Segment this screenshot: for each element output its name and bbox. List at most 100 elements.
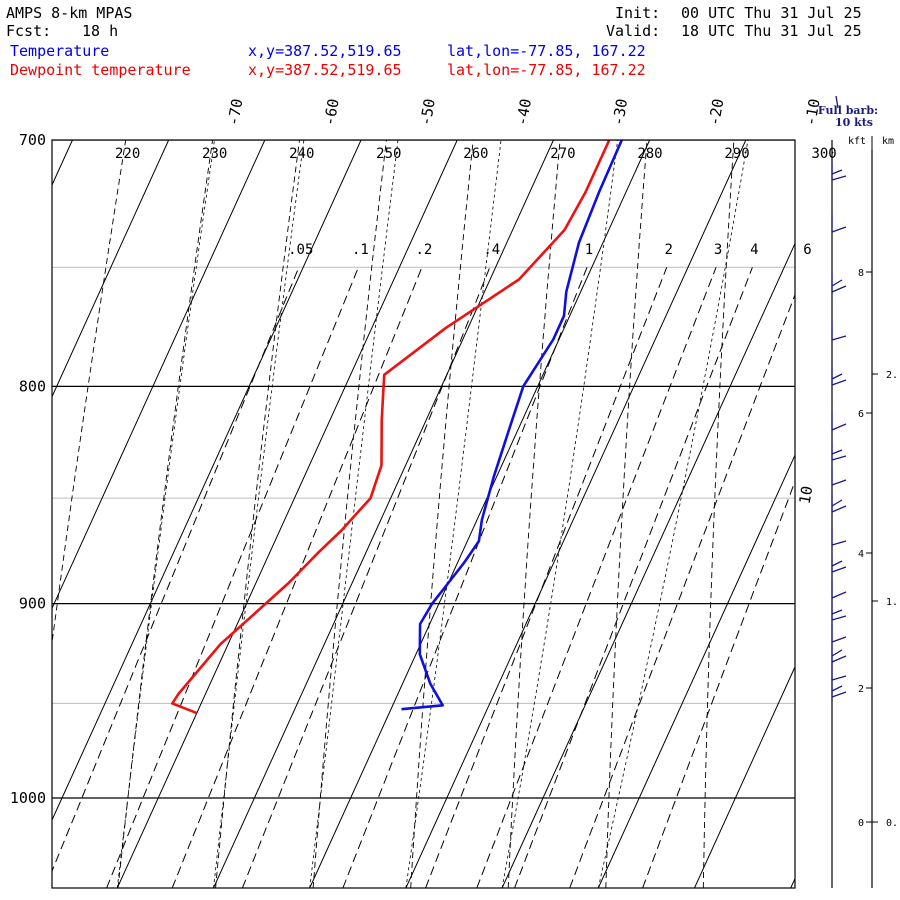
moist-adiabat-line bbox=[405, 140, 502, 888]
wind-barb bbox=[831, 467, 847, 486]
wind-barb bbox=[831, 662, 847, 681]
temperature-tick-label: -60 bbox=[320, 97, 342, 127]
temperature-tick-label: -50 bbox=[416, 97, 438, 127]
temperature-tick-label: -30 bbox=[609, 97, 631, 127]
theta-label: 260 bbox=[463, 146, 488, 162]
kft-tick-label: 8 bbox=[858, 268, 864, 279]
isotherm-line bbox=[887, 140, 900, 888]
wind-barb bbox=[831, 162, 847, 181]
mixing-ratio-edge-label: 10 bbox=[796, 485, 817, 506]
init-value: 00 UTC Thu 31 Jul 25 bbox=[681, 4, 862, 22]
km-tick-label: 2. bbox=[886, 370, 898, 381]
dry-adiabat-line bbox=[0, 114, 43, 889]
kft-tick-label: 6 bbox=[858, 409, 864, 420]
moist-adiabat-line bbox=[501, 140, 619, 888]
pressure-tick-label: 800 bbox=[19, 377, 46, 395]
temperature-tick-label: -40 bbox=[513, 97, 535, 127]
dewpoint-profile bbox=[171, 140, 611, 715]
dry-adiabat-line bbox=[507, 140, 561, 888]
dry-adiabat-line bbox=[702, 140, 735, 888]
init-label: Init: bbox=[615, 4, 661, 22]
legend-temperature-xy: x,y=387.52,519.65 bbox=[248, 42, 402, 60]
plot-frame bbox=[51, 139, 796, 889]
full-barb-marker bbox=[835, 95, 839, 109]
wind-barb bbox=[831, 412, 847, 431]
mixing-ratio-line bbox=[642, 479, 795, 888]
moist-adiabat-line bbox=[213, 140, 305, 888]
temperature-tick-label: -70 bbox=[224, 97, 246, 127]
mixing-ratio-label: 2 bbox=[664, 242, 672, 258]
moist-adiabat-line bbox=[597, 140, 749, 888]
isotherm-line bbox=[213, 140, 554, 888]
isotherm-line bbox=[52, 140, 266, 610]
isotherm-line bbox=[309, 140, 651, 888]
wind-barb bbox=[831, 442, 847, 461]
wind-barb bbox=[831, 624, 847, 643]
wind-barb bbox=[831, 644, 847, 663]
valid-value: 18 UTC Thu 31 Jul 25 bbox=[681, 22, 862, 40]
kft-tick-label: 0 bbox=[858, 818, 864, 829]
temperature-tick-label: -20 bbox=[705, 97, 727, 127]
isotherm-line bbox=[694, 665, 795, 888]
legend-dewpoint-latlon: lat,lon=-77.85, 167.22 bbox=[447, 61, 646, 79]
isotherm-line bbox=[52, 140, 73, 187]
dry-adiabat-line bbox=[117, 140, 214, 888]
mixing-ratio-label: 4 bbox=[750, 242, 758, 258]
isotherm-line bbox=[597, 453, 795, 888]
legend-temperature-label: Temperature bbox=[10, 42, 110, 60]
theta-label: 240 bbox=[289, 146, 314, 162]
theta-label: 270 bbox=[550, 146, 575, 162]
mixing-ratio-label: 6 bbox=[803, 242, 811, 258]
plot-area bbox=[0, 114, 900, 889]
wind-barb bbox=[831, 602, 847, 621]
mixing-ratio-label: .05 bbox=[288, 242, 313, 258]
mixing-ratio-label: 1 bbox=[585, 242, 593, 258]
temperature-tick-label: -10 bbox=[801, 97, 823, 127]
wind-barb bbox=[831, 554, 847, 573]
km-axis-label: km bbox=[882, 136, 894, 147]
temperature-profile bbox=[401, 140, 623, 711]
wind-panel-title: Full barb: bbox=[818, 104, 878, 117]
isotherm-line bbox=[116, 140, 458, 888]
pressure-tick-label: 700 bbox=[19, 131, 46, 149]
theta-label: 280 bbox=[637, 146, 662, 162]
fcst-label: Fcst: bbox=[6, 22, 52, 40]
theta-label: 300 bbox=[811, 146, 836, 162]
wind-barb bbox=[831, 274, 847, 293]
pressure-tick-label: 1000 bbox=[10, 789, 46, 807]
wind-panel-subtitle: 10 kts bbox=[835, 116, 873, 129]
theta-label: 290 bbox=[724, 146, 749, 162]
dry-adiabat-line bbox=[52, 140, 127, 647]
fcst-value: 18 h bbox=[82, 22, 119, 40]
wind-barb bbox=[831, 322, 847, 341]
mixing-ratio-label: .2 bbox=[415, 242, 432, 258]
legend-dewpoint-label: Dewpoint temperature bbox=[10, 61, 191, 79]
wind-barb bbox=[831, 367, 847, 386]
moist-adiabat-line bbox=[116, 140, 215, 888]
wind-barb bbox=[831, 679, 847, 698]
km-tick-label: 0. bbox=[886, 818, 898, 829]
mixing-ratio-line bbox=[569, 293, 795, 888]
valid-label: Valid: bbox=[606, 22, 661, 40]
wind-barb bbox=[831, 494, 847, 513]
theta-label: 230 bbox=[202, 146, 227, 162]
moist-adiabat-line bbox=[309, 140, 399, 888]
isotherm-line bbox=[52, 140, 170, 398]
legend-temperature-latlon: lat,lon=-77.85, 167.22 bbox=[447, 42, 646, 60]
wind-barb bbox=[831, 214, 847, 233]
mixing-ratio-line bbox=[476, 267, 717, 888]
dry-adiabat-line bbox=[215, 140, 300, 888]
mixing-ratio-label: 3 bbox=[714, 242, 722, 258]
wind-barb bbox=[831, 580, 847, 599]
dry-adiabat-line bbox=[410, 140, 474, 888]
dry-adiabat-line bbox=[605, 140, 648, 888]
legend-dewpoint-xy: x,y=387.52,519.65 bbox=[248, 61, 402, 79]
kft-tick-label: 2 bbox=[858, 684, 864, 695]
mixing-ratio-line bbox=[171, 267, 423, 888]
isotherm-line bbox=[52, 140, 362, 822]
isotherm-line bbox=[501, 242, 795, 888]
dry-adiabat-line bbox=[312, 140, 387, 888]
kft-tick-label: 4 bbox=[858, 549, 864, 560]
isotherm-line bbox=[405, 140, 747, 888]
